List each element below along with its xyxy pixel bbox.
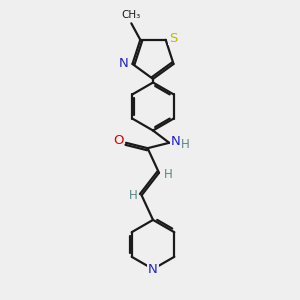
Text: O: O [113,134,124,147]
Text: H: H [181,137,190,151]
Text: CH₃: CH₃ [122,10,141,20]
Text: N: N [148,263,158,276]
Text: H: H [129,189,138,202]
Text: N: N [171,135,181,148]
Text: N: N [119,58,129,70]
Text: S: S [169,32,177,45]
Text: H: H [164,168,172,181]
